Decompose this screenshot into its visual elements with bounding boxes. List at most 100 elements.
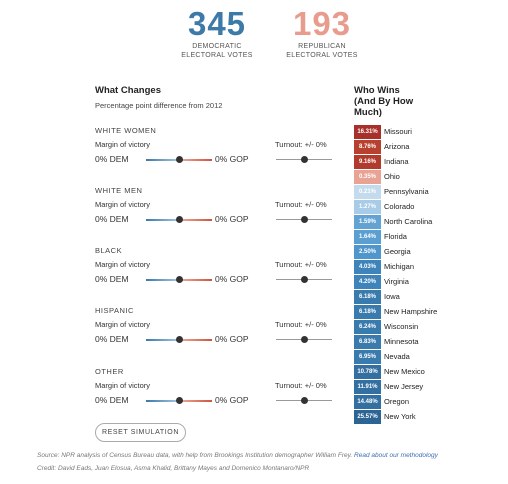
state-row: 8.76% Arizona: [354, 140, 494, 154]
state-margin-badge: 10.78%: [354, 365, 381, 379]
republican-label-line1: REPUBLICAN: [298, 43, 346, 50]
republican-electoral-votes: 193: [292, 5, 352, 42]
gop-margin-value: 0% GOP: [215, 154, 249, 164]
state-margin-badge: 2.50%: [354, 245, 381, 259]
turnout-slider-handle[interactable]: [300, 216, 308, 223]
turnout-slider-handle[interactable]: [300, 156, 308, 163]
state-margin-badge: 0.21%: [354, 185, 381, 199]
state-name: New Mexico: [384, 367, 425, 376]
state-margin-badge: 6.24%: [354, 320, 381, 334]
state-margin-badge: 6.83%: [354, 335, 381, 349]
dem-margin-value: 0% DEM: [95, 274, 129, 284]
state-row: 6.24% Wisconsin: [354, 320, 494, 334]
state-row: 4.20% Virginia: [354, 275, 494, 289]
state-name: Virginia: [384, 277, 409, 286]
group-white-men: WHITE MEN Margin of victory 0% DEM 0% GOP Tu…: [95, 186, 335, 242]
state-row: 9.16% Indiana: [354, 155, 494, 169]
state-margin-badge: 6.18%: [354, 305, 381, 319]
margin-slider-handle[interactable]: [175, 156, 183, 163]
state-margin-badge: 4.20%: [354, 275, 381, 289]
state-row: 6.18% New Hampshire: [354, 305, 494, 319]
source-text: Source: NPR analysis of Census Bureau da…: [37, 452, 353, 459]
dem-margin-value: 0% DEM: [95, 154, 129, 164]
state-row: 4.03% Michigan: [354, 260, 494, 274]
state-margin-badge: 1.59%: [354, 215, 381, 229]
state-row: 25.57% New York: [354, 410, 494, 424]
margin-label: Margin of victory: [95, 260, 151, 269]
margin-slider-handle[interactable]: [175, 216, 183, 223]
turnout-slider[interactable]: [276, 276, 332, 283]
state-name: Nevada: [384, 352, 410, 361]
turnout-slider[interactable]: [276, 397, 332, 404]
state-margin-badge: 11.91%: [354, 380, 381, 394]
state-name: Georgia: [384, 247, 411, 256]
democratic-label-line1: DEMOCRATIC: [192, 43, 242, 50]
state-margin-badge: 6.95%: [354, 350, 381, 364]
state-row: 1.27% Colorado: [354, 200, 494, 214]
state-name: Wisconsin: [384, 322, 419, 331]
group-name: HISPANIC: [95, 306, 134, 315]
democratic-total: 345 DEMOCRATIC ELECTORAL VOTES: [162, 6, 272, 60]
methodology-link[interactable]: Read about our methodology: [354, 452, 438, 459]
who-wins-title: Who Wins (And By How Much): [354, 85, 464, 118]
turnout-slider-handle[interactable]: [300, 397, 308, 404]
margin-slider[interactable]: [146, 276, 212, 283]
margin-slider-handle[interactable]: [175, 397, 183, 404]
state-margin-badge: 1.64%: [354, 230, 381, 244]
state-row: 16.31% Missouri: [354, 125, 494, 139]
state-name: Pennsylvania: [384, 187, 429, 196]
state-row: 14.48% Oregon: [354, 395, 494, 409]
credit-note: Credit: David Eads, Juan Elosua, Asma Kh…: [37, 465, 310, 472]
state-margin-badge: 1.27%: [354, 200, 381, 214]
turnout-label: Turnout: +/- 0%: [275, 260, 327, 269]
turnout-label: Turnout: +/- 0%: [275, 140, 327, 149]
who-wins-title-line2: (And By How: [354, 96, 414, 107]
state-margin-badge: 25.57%: [354, 410, 381, 424]
state-name: Ohio: [384, 172, 400, 181]
gop-margin-value: 0% GOP: [215, 395, 249, 405]
turnout-label: Turnout: +/- 0%: [275, 320, 327, 329]
state-name: Iowa: [384, 292, 400, 301]
state-name: Colorado: [384, 202, 415, 211]
group-white-women: WHITE WOMEN Margin of victory 0% DEM 0% GOP…: [95, 126, 335, 182]
margin-slider[interactable]: [146, 156, 212, 163]
group-name: BLACK: [95, 246, 123, 255]
dem-margin-value: 0% DEM: [95, 395, 129, 405]
gop-margin-value: 0% GOP: [215, 214, 249, 224]
margin-slider-handle[interactable]: [175, 276, 183, 283]
state-name: North Carolina: [384, 217, 433, 226]
state-row: 10.78% New Mexico: [354, 365, 494, 379]
margin-slider[interactable]: [146, 397, 212, 404]
who-wins-title-line1: Who Wins: [354, 85, 400, 96]
state-name: Oregon: [384, 397, 410, 406]
margin-slider-handle[interactable]: [175, 336, 183, 343]
turnout-slider[interactable]: [276, 216, 332, 223]
state-margin-badge: 14.48%: [354, 395, 381, 409]
electoral-totals: 345 DEMOCRATIC ELECTORAL VOTES 193 REPUB…: [0, 6, 508, 66]
state-name: New Jersey: [384, 382, 424, 391]
state-row: 6.83% Minnesota: [354, 335, 494, 349]
dem-margin-value: 0% DEM: [95, 334, 129, 344]
state-row: 0.35% Ohio: [354, 170, 494, 184]
gop-margin-value: 0% GOP: [215, 274, 249, 284]
state-margin-badge: 16.31%: [354, 125, 381, 139]
state-name: Indiana: [384, 157, 409, 166]
group-other: OTHER Margin of victory 0% DEM 0% GOP Turnou…: [95, 367, 335, 423]
turnout-slider-handle[interactable]: [300, 336, 308, 343]
who-wins-title-line3: Much): [354, 107, 382, 118]
turnout-slider-handle[interactable]: [300, 276, 308, 283]
state-row: 6.95% Nevada: [354, 350, 494, 364]
margin-slider[interactable]: [146, 336, 212, 343]
group-black: BLACK Margin of victory 0% DEM 0% GOP Turnou…: [95, 246, 335, 302]
turnout-slider[interactable]: [276, 156, 332, 163]
gop-margin-value: 0% GOP: [215, 334, 249, 344]
margin-label: Margin of victory: [95, 200, 151, 209]
margin-slider[interactable]: [146, 216, 212, 223]
democratic-label-line2: ELECTORAL VOTES: [181, 52, 253, 59]
state-name: Missouri: [384, 127, 412, 136]
turnout-slider[interactable]: [276, 336, 332, 343]
margin-label: Margin of victory: [95, 320, 151, 329]
state-row: 1.64% Florida: [354, 230, 494, 244]
reset-simulation-button[interactable]: RESET SIMULATION: [95, 423, 186, 442]
group-name: WHITE MEN: [95, 186, 143, 195]
